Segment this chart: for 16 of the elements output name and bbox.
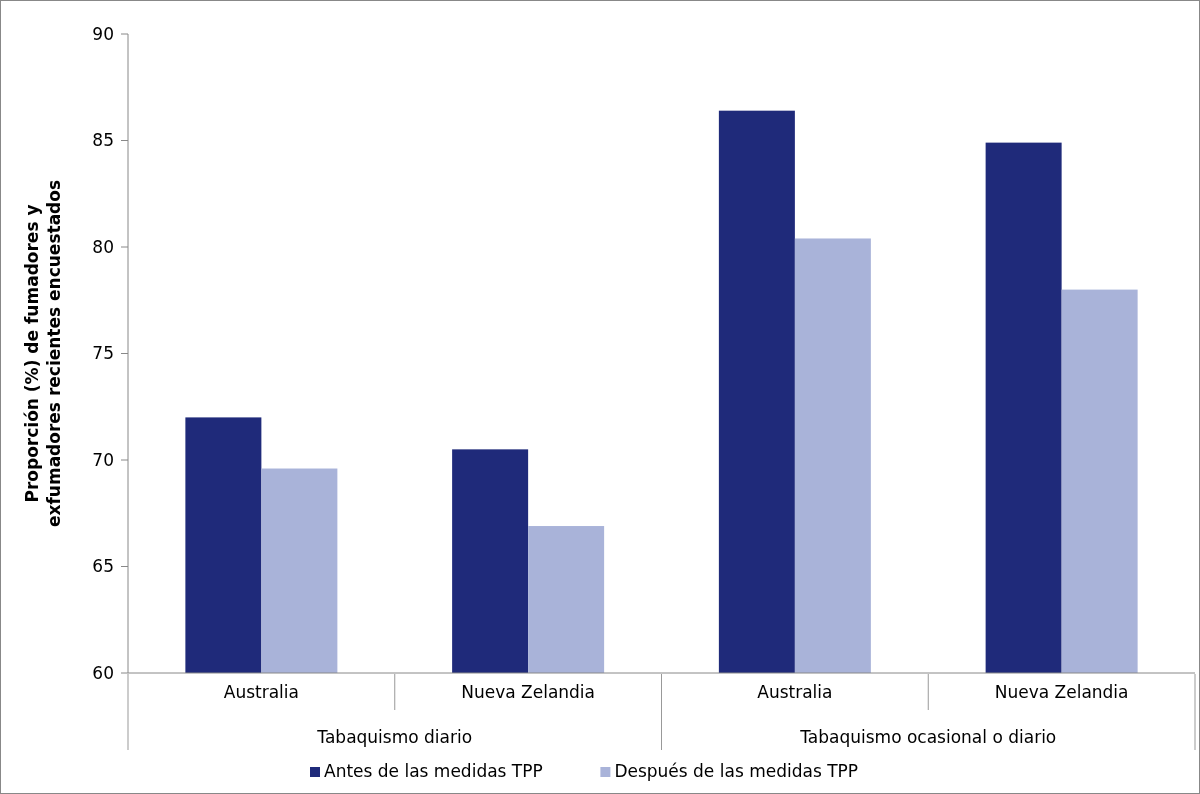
x-tick-label: Nueva Zelandia: [994, 682, 1129, 702]
x-tick-label: Australia: [223, 682, 299, 702]
y-tick-label: 80: [92, 236, 114, 257]
y-tick-label: 65: [92, 556, 114, 577]
x-tick-label: Nueva Zelandia: [461, 682, 596, 702]
text: Tabaquismo ocasional o diario: [799, 727, 1057, 747]
y-axis-title: Proporción (%) de fumadores y exfumadores recientes encuestados: [22, 179, 64, 528]
text: Tabaquismo diario: [316, 727, 473, 747]
y-tick-label: 85: [92, 130, 114, 151]
y-tick-label: 75: [92, 343, 114, 364]
y-tick-label: 70: [92, 449, 114, 470]
x-tick-label: Australia: [757, 682, 833, 702]
y-tick-label: 90: [92, 23, 114, 44]
y-tick-label: 60: [92, 662, 114, 683]
legend-label: Antes de las medidas TPP: [324, 761, 543, 781]
legend-label: Después de las medidas TPP: [614, 761, 859, 781]
